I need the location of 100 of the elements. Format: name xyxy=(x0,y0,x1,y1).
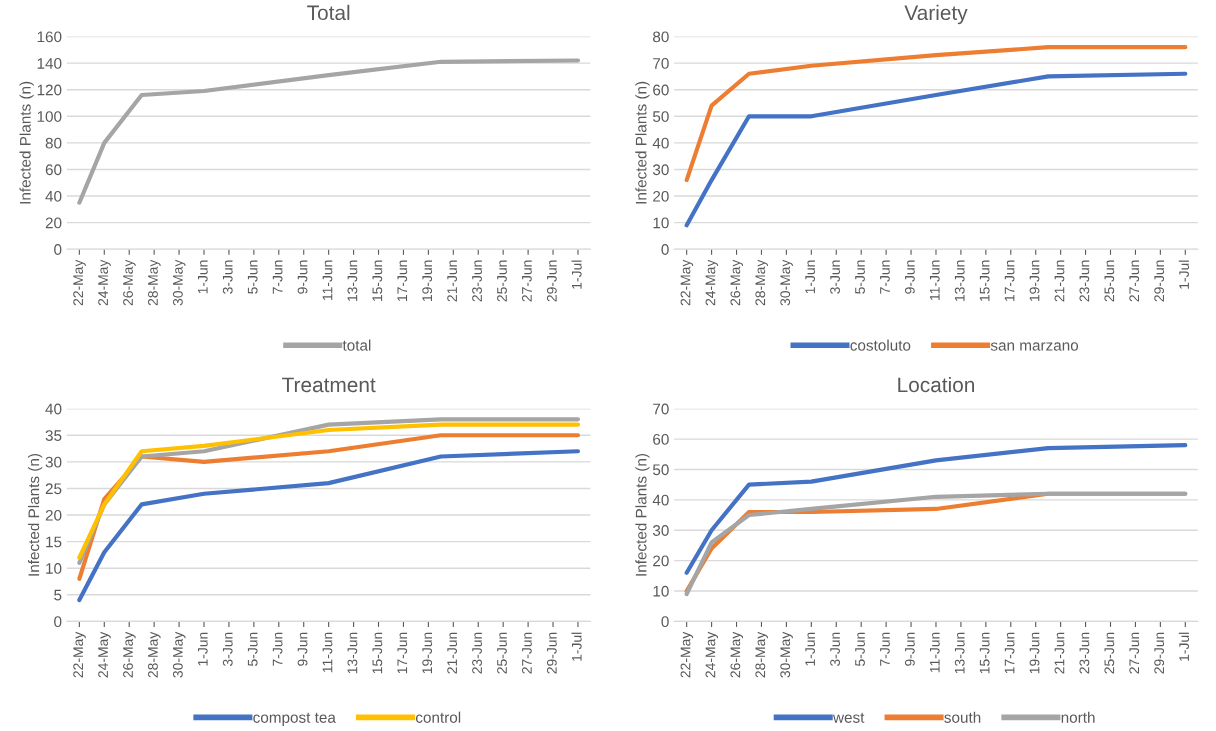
x-tick-label: 5-Jun xyxy=(247,632,258,666)
x-tick-label: 9-Jun xyxy=(904,632,915,666)
x-tick-label: 28-May xyxy=(755,631,768,678)
x-tick-label: 9-Jun xyxy=(297,632,308,666)
x-tick-label: 1-Jul xyxy=(1178,260,1190,289)
x-tick-label: 29-Jun xyxy=(1154,260,1165,302)
x-tick-label: 30-May xyxy=(172,259,186,306)
x-tick-label: 27-Jun xyxy=(522,632,532,674)
x-tick-label: 21-Jun xyxy=(1054,260,1065,302)
y-tick-label: 160 xyxy=(37,31,62,43)
x-tick-label: 22-May xyxy=(73,631,86,678)
x-tick-label: 1-Jul xyxy=(571,260,582,289)
x-tick-label: 11-Jun xyxy=(930,632,940,673)
x-tick-label: 3-Jun xyxy=(222,260,233,294)
legend-label: compost tea xyxy=(253,712,336,726)
y-tick-label: 20 xyxy=(653,555,669,567)
x-tick-label: 21-Jun xyxy=(447,632,458,674)
x-tick-label: 24-May xyxy=(98,631,111,678)
line-series xyxy=(77,449,581,603)
y-tick-label: 80 xyxy=(653,31,669,43)
chart-title: Total xyxy=(307,4,350,21)
y-axis-title: Infected Plants (n) xyxy=(635,453,650,576)
y-axis-title: Infected Plants (n) xyxy=(28,453,43,576)
y-tick-label: 5 xyxy=(54,589,62,601)
legend-label: costoluto xyxy=(850,339,911,351)
y-axis-title: Infected Plants (n) xyxy=(635,81,650,204)
y-tick-label: 20 xyxy=(45,217,62,229)
x-tick-label: 29-Jun xyxy=(1154,632,1165,674)
x-tick-label: 26-May xyxy=(730,259,744,306)
legend-label: west xyxy=(832,712,865,723)
y-tick-label: 40 xyxy=(45,403,62,415)
chart-title: Treatment xyxy=(282,377,376,393)
y-tick-label: 120 xyxy=(37,84,62,96)
y-tick-label: 60 xyxy=(45,164,62,176)
line-series xyxy=(77,58,581,205)
legend-label: control xyxy=(415,711,461,723)
x-tick-label: 15-Jun xyxy=(979,632,990,674)
x-tick-label: 11-Jun xyxy=(930,260,940,300)
y-tick-label: 20 xyxy=(45,509,62,521)
x-tick-label: 23-Jun xyxy=(1079,260,1090,302)
x-tick-label: 23-Jun xyxy=(472,632,482,674)
chart-title: Variety xyxy=(904,4,968,25)
x-tick-label: 17-Jun xyxy=(1004,632,1015,674)
y-tick-label: 50 xyxy=(652,111,669,122)
x-tick-label: 24-May xyxy=(705,631,719,678)
x-tick-label: 23-Jun xyxy=(1079,632,1090,674)
x-tick-label: 11-Jun xyxy=(322,260,333,300)
x-tick-label: 5-Jun xyxy=(247,260,258,294)
x-tick-label: 1-Jun xyxy=(805,632,816,666)
y-tick-label: 10 xyxy=(46,563,62,574)
legend-label: total xyxy=(342,339,371,351)
x-tick-label: 30-May xyxy=(172,631,186,678)
x-tick-label: 3-Jun xyxy=(830,260,840,294)
x-tick-label: 24-May xyxy=(98,259,111,306)
x-tick-label: 1-Jun xyxy=(805,260,816,294)
legend-label: north xyxy=(1061,711,1095,723)
legend-label: san marzano xyxy=(990,342,1079,351)
x-tick-label: 17-Jun xyxy=(1004,260,1015,302)
x-tick-label: 7-Jun xyxy=(880,260,890,294)
x-tick-label: 28-May xyxy=(148,259,161,306)
x-tick-label: 28-May xyxy=(148,631,161,678)
x-tick-label: 17-Jun xyxy=(397,260,408,302)
x-tick-label: 26-May xyxy=(730,631,744,678)
legend-label: south xyxy=(944,711,981,723)
line-series xyxy=(684,443,1188,575)
y-tick-label: 25 xyxy=(45,483,62,495)
y-tick-label: 100 xyxy=(37,111,62,122)
x-tick-label: 27-Jun xyxy=(1129,632,1140,674)
x-tick-label: 30-May xyxy=(780,631,793,678)
x-tick-label: 1-Jun xyxy=(198,632,208,666)
x-tick-label: 19-Jun xyxy=(422,260,433,302)
line-series xyxy=(684,71,1188,228)
y-tick-label: 30 xyxy=(652,164,669,176)
x-tick-label: 22-May xyxy=(680,259,694,306)
y-axis-title: Infected Plants (n) xyxy=(19,81,34,204)
x-tick-label: 19-Jun xyxy=(1029,632,1040,674)
x-tick-label: 7-Jun xyxy=(272,632,283,666)
x-tick-label: 9-Jun xyxy=(904,260,915,294)
x-tick-label: 9-Jun xyxy=(297,260,308,294)
x-tick-label: 15-Jun xyxy=(372,632,383,674)
y-tick-label: 70 xyxy=(653,58,669,69)
y-tick-label: 40 xyxy=(652,494,669,506)
x-tick-label: 15-Jun xyxy=(372,260,383,302)
x-tick-label: 25-Jun xyxy=(1104,632,1115,674)
y-tick-label: 10 xyxy=(653,585,669,597)
y-tick-label: 0 xyxy=(661,244,669,255)
y-tick-label: 0 xyxy=(54,616,62,628)
x-tick-label: 25-Jun xyxy=(497,632,507,674)
y-tick-label: 60 xyxy=(653,433,669,445)
x-tick-label: 15-Jun xyxy=(979,260,990,302)
x-tick-label: 3-Jun xyxy=(222,632,233,666)
y-tick-label: 70 xyxy=(653,403,669,415)
x-tick-label: 13-Jun xyxy=(347,260,358,302)
y-tick-label: 10 xyxy=(653,217,669,229)
y-tick-label: 35 xyxy=(45,430,62,441)
y-tick-label: 50 xyxy=(652,464,669,476)
y-tick-label: 0 xyxy=(661,616,669,628)
x-tick-label: 19-Jun xyxy=(1029,260,1040,302)
x-tick-label: 1-Jun xyxy=(198,260,208,294)
x-tick-label: 13-Jun xyxy=(954,260,965,302)
